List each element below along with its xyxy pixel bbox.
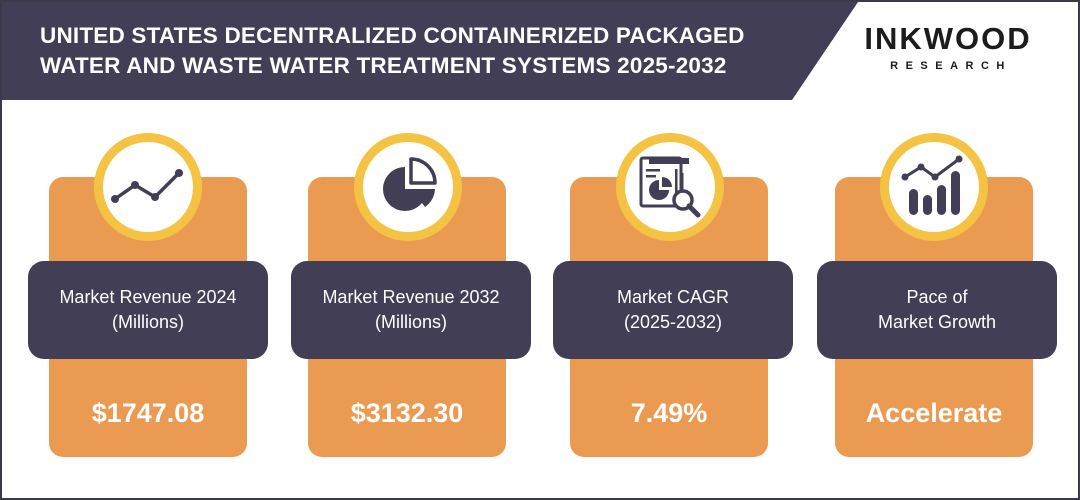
value-growth-pace: Accelerate: [865, 398, 1003, 428]
logo-panel: [792, 2, 1078, 100]
report-magnifier-icon: [639, 156, 701, 218]
label-line-2: (Millions): [375, 312, 447, 332]
page-title-line-2: WATER AND WASTE WATER TREATMENT SYSTEMS …: [40, 53, 727, 78]
label-line-2: (2025-2032): [623, 312, 723, 332]
value-cagr: 7.49%: [630, 398, 708, 428]
logo-subtitle: RESEARCH: [890, 60, 1012, 72]
icon-ring: [94, 133, 202, 241]
label-growth-pace: Pace of Market Growth: [817, 261, 1057, 359]
icon-ring: [354, 133, 462, 241]
logo-name: INKWOOD: [864, 21, 1032, 56]
icon-ring: [880, 133, 988, 241]
label-cagr: Market CAGR (2025-2032): [553, 261, 793, 359]
label-revenue-2032: Market Revenue 2032 (Millions): [291, 261, 531, 359]
label-line-1: Market Revenue 2024: [59, 287, 237, 307]
line-chart-icon: [111, 169, 183, 203]
inkwood-logo: INKWOOD RESEARCH: [838, 21, 1058, 73]
pie-chart-icon: [383, 157, 437, 211]
growth-bars-icon: [901, 155, 963, 215]
label-line-1: Market CAGR: [616, 287, 730, 307]
page-title: UNITED STATES DECENTRALIZED CONTAINERIZE…: [40, 21, 800, 81]
value-revenue-2024: $1747.08: [91, 398, 205, 428]
label-revenue-2024: Market Revenue 2024 (Millions): [28, 261, 268, 359]
page-title-line-1: UNITED STATES DECENTRALIZED CONTAINERIZE…: [40, 23, 745, 48]
header-banner: UNITED STATES DECENTRALIZED CONTAINERIZE…: [2, 2, 1078, 100]
label-line-1: Pace of: [906, 287, 968, 307]
value-revenue-2032: $3132.30: [350, 398, 464, 428]
label-line-2: Market Growth: [877, 312, 997, 332]
label-line-2: (Millions): [112, 312, 184, 332]
label-line-1: Market Revenue 2032: [322, 287, 500, 307]
icon-ring: [616, 133, 724, 241]
